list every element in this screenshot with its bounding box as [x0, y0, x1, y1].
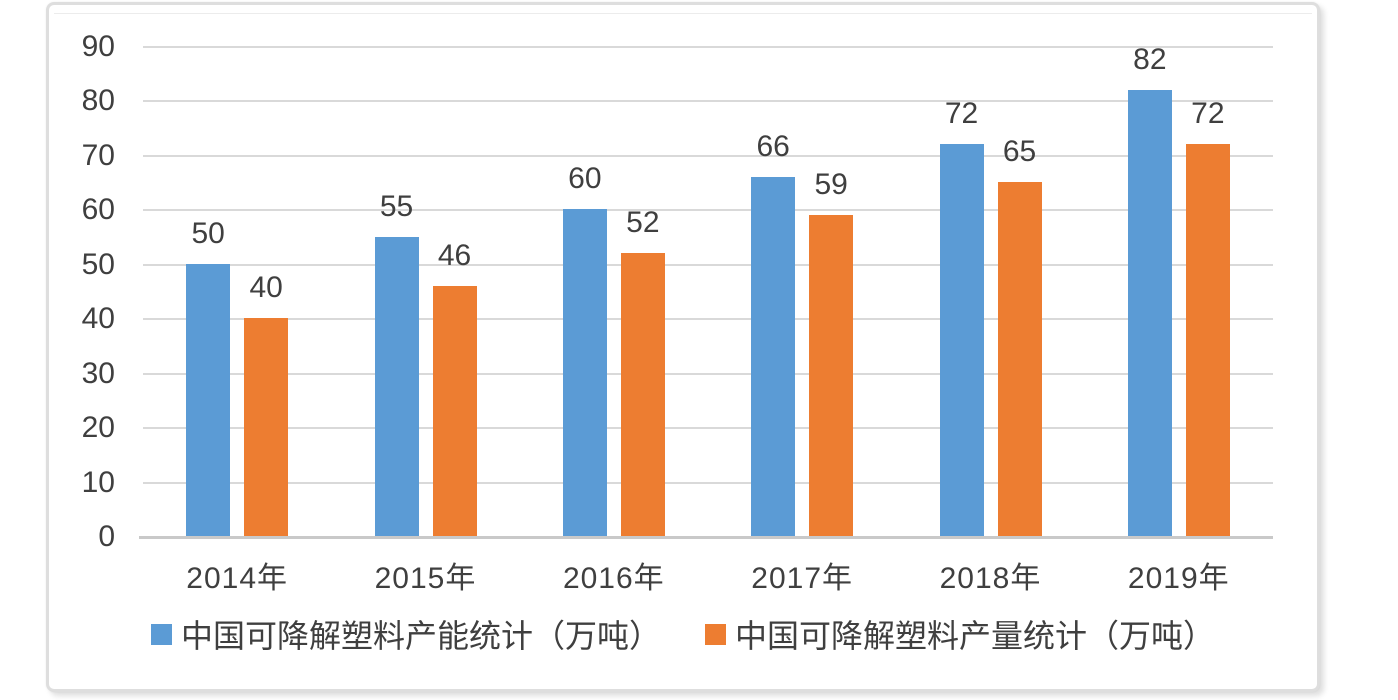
y-axis-tick-label: 80 — [81, 84, 115, 118]
gridline — [143, 318, 1273, 321]
y-axis-tick-label: 90 — [81, 30, 115, 63]
x-axis-label: 2015年 — [374, 562, 477, 595]
x-axis-label: 2017年 — [751, 562, 854, 595]
bar-value-label: 72 — [944, 97, 979, 130]
bar — [432, 285, 477, 536]
frame-inner-line — [54, 13, 1312, 14]
gridline — [143, 154, 1273, 157]
bar — [809, 214, 854, 536]
y-axis-tick-label: 60 — [81, 193, 115, 227]
x-axis-label: 2014年 — [186, 562, 289, 595]
y-axis-tick-label: 40 — [81, 302, 115, 336]
gridline — [143, 481, 1273, 484]
x-axis-label: 2016年 — [562, 562, 665, 595]
bar — [562, 209, 607, 536]
bar — [620, 252, 665, 536]
legend-entry: 中国可降解塑料产能统计（万吨） — [150, 613, 661, 655]
bar — [374, 236, 419, 536]
legend-marker-icon — [705, 623, 726, 645]
y-axis-tick-label: 50 — [81, 247, 115, 281]
bar-value-label: 40 — [249, 271, 283, 305]
bar — [1185, 144, 1230, 536]
legend-label: 中国可降解塑料产能统计（万吨） — [180, 618, 661, 654]
bar-value-label: 72 — [1191, 97, 1225, 130]
bar — [997, 182, 1042, 536]
x-axis-label: 2019年 — [1127, 562, 1230, 595]
gridline — [143, 263, 1273, 266]
x-axis-label: 2018年 — [939, 562, 1042, 595]
legend-label: 中国可降解塑料产量统计（万吨） — [735, 618, 1216, 654]
y-axis-tick-label: 0 — [98, 520, 115, 553]
gridline — [143, 372, 1273, 375]
bar-value-label: 65 — [1002, 135, 1037, 169]
bar — [244, 318, 289, 536]
legend-marker-icon — [150, 623, 172, 645]
legend-entry: 中国可降解塑料产量统计（万吨） — [705, 613, 1215, 655]
bar-value-label: 59 — [814, 167, 848, 201]
y-axis-tick-label: 70 — [81, 138, 115, 172]
bar — [751, 176, 796, 536]
y-axis: 0 10 20 30 40 50 60 70 80 90 — [49, 32, 127, 552]
bar — [186, 263, 231, 536]
legend: 中国可降解塑料产能统计（万吨） 中国可降解塑料产量统计（万吨） — [49, 613, 1317, 655]
bar — [939, 144, 984, 536]
gridline — [143, 100, 1273, 103]
x-axis-line — [139, 536, 1273, 539]
bar-value-label: 66 — [756, 129, 790, 163]
bar-value-label: 46 — [437, 238, 472, 272]
bar-value-label: 52 — [626, 205, 660, 239]
gridline — [143, 46, 1273, 48]
y-axis-tick-label: 30 — [81, 356, 115, 390]
chart-frame[interactable]: 0 10 20 30 40 50 60 70 80 90 50 40 55 46 60 52 66 59 72 65… — [46, 2, 1320, 692]
y-axis-tick-label: 10 — [81, 465, 115, 499]
bar-value-label: 50 — [191, 216, 225, 250]
bar-value-label: 55 — [379, 189, 414, 223]
y-axis-tick-label: 20 — [81, 411, 115, 445]
gridline — [143, 209, 1273, 212]
gridline — [143, 427, 1273, 430]
plot-area: 50 40 55 46 60 52 66 59 72 65 82 72 — [139, 43, 1273, 539]
x-axis: 2014年 2015年 2016年 2017年 2018年 2019年 — [143, 553, 1273, 597]
bar-value-label: 60 — [568, 162, 602, 196]
bar-value-label: 82 — [1133, 42, 1167, 76]
bar — [1127, 89, 1172, 536]
